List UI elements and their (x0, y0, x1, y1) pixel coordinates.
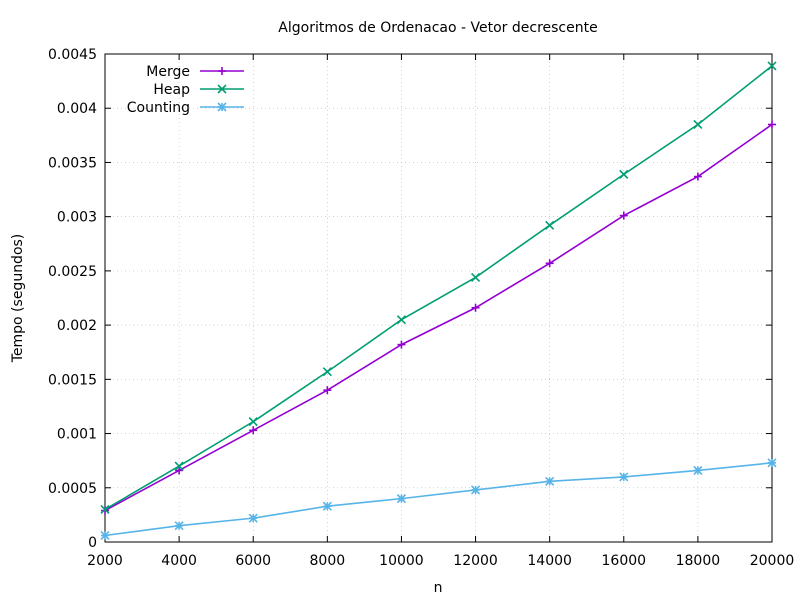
series-layer (100, 61, 777, 541)
y-tick-label: 0.004 (57, 101, 97, 117)
marker-stroke (396, 315, 407, 325)
data-point-counting (322, 501, 332, 511)
x-tick-label: 6000 (235, 553, 271, 569)
marker-stroke (470, 272, 481, 282)
x-tick-label: 12000 (453, 553, 498, 569)
x-axis-title: n (434, 580, 443, 596)
marker-stroke (693, 119, 703, 130)
series-line-heap (104, 65, 773, 511)
data-point-counting (693, 465, 703, 475)
data-point-merge (768, 120, 776, 129)
data-point-counting (470, 485, 481, 495)
series-heap (100, 61, 777, 515)
data-point-merge (323, 386, 332, 395)
data-point-heap (248, 417, 258, 427)
data-point-merge (619, 211, 628, 220)
marker-stroke (248, 513, 258, 523)
data-point-merge (545, 259, 554, 268)
x-tick-label: 10000 (379, 553, 424, 569)
marker-stroke (322, 367, 332, 377)
data-point-heap (545, 220, 555, 230)
marker-stroke (100, 530, 110, 541)
y-tick-label: 0.0025 (48, 264, 97, 280)
axis-ticks: 0 0.0005 0.001 0.0015 0.002 0.0025 0.003 0.0035… (48, 47, 794, 569)
legend-entry-merge: Merge (146, 64, 244, 80)
x-tick-label: 4000 (161, 553, 197, 569)
x-tick-label: 18000 (676, 553, 721, 569)
legend-label-counting: Counting (127, 100, 190, 116)
marker-stroke (693, 465, 703, 475)
data-point-counting (619, 472, 629, 482)
x-tick-label: 2000 (87, 553, 123, 569)
y-axis-title: Tempo (segundos) (10, 234, 26, 364)
y-tick-label: 0.001 (57, 427, 97, 443)
legend-label-heap: Heap (153, 82, 190, 98)
marker-stroke (619, 169, 629, 179)
marker-stroke (100, 504, 110, 515)
legend-entry-heap: Heap (153, 82, 244, 98)
legend-marker-merge (218, 67, 226, 75)
marker-stroke (174, 461, 184, 471)
data-point-merge (175, 466, 184, 475)
legend-marker-counting (217, 102, 227, 112)
data-point-counting (100, 530, 110, 541)
y-tick-label: 0.0005 (48, 481, 97, 497)
legend-label-merge: Merge (146, 64, 190, 80)
marker-stroke (174, 521, 184, 531)
marker-stroke (545, 476, 555, 486)
data-point-counting (396, 494, 407, 504)
marker-stroke (217, 102, 227, 112)
x-tick-label: 20000 (750, 553, 795, 569)
marker-stroke (248, 417, 258, 427)
marker-stroke (619, 472, 629, 482)
marker-stroke (322, 501, 332, 511)
legend-marker-heap (217, 84, 227, 94)
y-tick-label: 0.0045 (48, 47, 97, 63)
data-point-counting (174, 521, 184, 531)
data-point-merge (249, 426, 258, 435)
y-tick-label: 0.0015 (48, 372, 97, 388)
data-point-heap (100, 504, 110, 515)
data-point-counting (545, 476, 555, 486)
marker-stroke (217, 84, 227, 94)
x-tick-label: 8000 (310, 553, 346, 569)
data-point-heap (322, 367, 332, 377)
data-point-merge (693, 172, 702, 181)
data-point-merge (471, 303, 480, 312)
series-counting (100, 458, 777, 541)
y-tick-label: 0.002 (57, 318, 97, 334)
plot-frame (104, 53, 773, 543)
data-point-counting (248, 513, 258, 523)
x-tick-label: 14000 (527, 553, 572, 569)
data-point-heap (470, 272, 481, 282)
y-tick-label: 0 (88, 535, 97, 551)
series-line-merge (104, 123, 773, 512)
data-point-heap (619, 169, 629, 179)
marker-stroke (767, 61, 777, 71)
marker-stroke (396, 494, 407, 504)
data-point-heap (174, 461, 184, 471)
series-merge (101, 120, 776, 515)
series-line-counting (104, 462, 773, 537)
y-tick-label: 0.003 (57, 210, 97, 226)
marker-stroke (767, 458, 777, 468)
data-point-heap (396, 315, 407, 325)
x-tick-label: 16000 (602, 553, 647, 569)
y-tick-label: 0.0035 (48, 155, 97, 171)
legend: Merge Heap Counting (127, 64, 244, 116)
data-point-heap (767, 61, 777, 71)
grid (105, 54, 772, 542)
data-point-heap (693, 119, 703, 130)
chart-title: Algoritmos de Ordenacao - Vetor decresce… (278, 20, 597, 36)
data-point-counting (767, 458, 777, 468)
legend-entry-counting: Counting (127, 100, 244, 116)
marker-stroke (470, 485, 481, 495)
data-point-merge (397, 340, 406, 349)
marker-stroke (545, 220, 555, 230)
